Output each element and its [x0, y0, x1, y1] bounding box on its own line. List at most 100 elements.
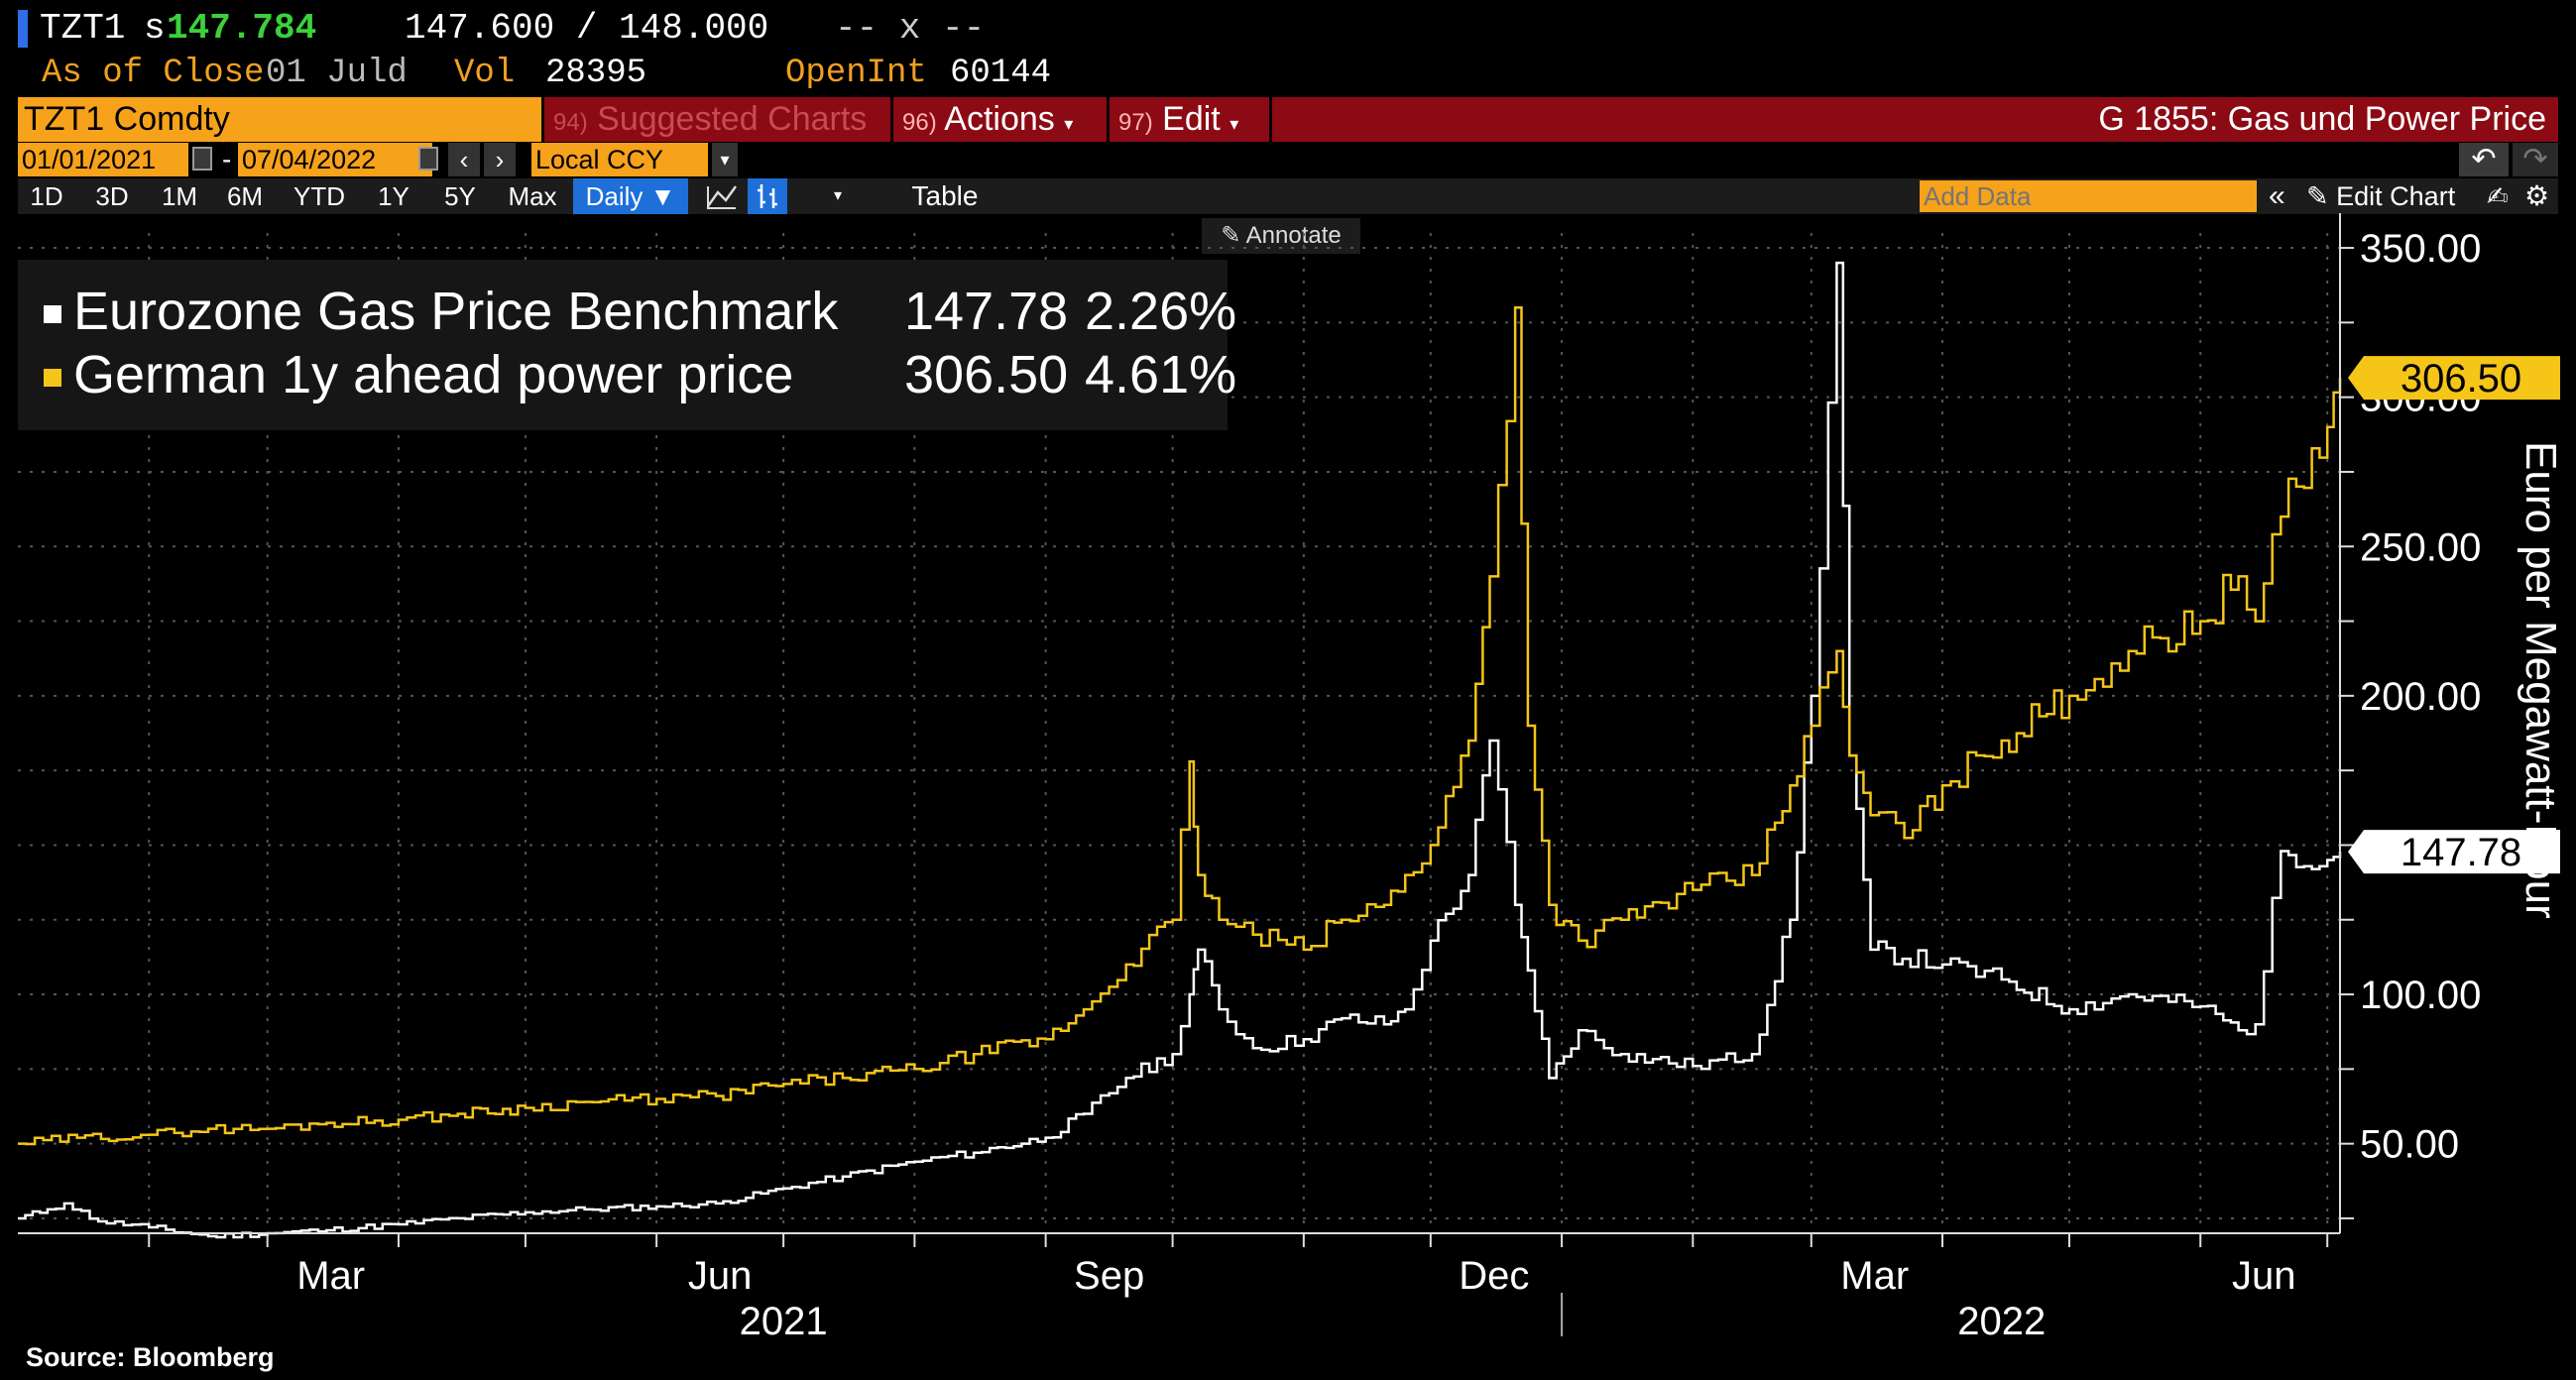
y-tick-label: 350.00 [2360, 227, 2481, 271]
legend-name: German 1y ahead power price [73, 345, 794, 404]
legend-entry-gas[interactable]: Eurozone Gas Price Benchmark 147.78 2.26… [44, 280, 1236, 343]
as-of-label: As of Close [42, 55, 265, 92]
end-date-field[interactable]: 07/04/2022 [238, 143, 432, 176]
range-1d-button[interactable]: 1D [30, 181, 63, 211]
x-year-label: 2022 [1957, 1300, 2046, 1343]
range-1m-button[interactable]: 1M [161, 181, 198, 211]
chevron-down-icon: ▾ [1064, 114, 1074, 134]
legend-entry-power[interactable]: German 1y ahead power price 306.50 4.61% [44, 343, 1236, 406]
open-interest-value: 60144 [950, 55, 1052, 92]
bid-ask-size: -- x -- [835, 8, 986, 49]
edit-menu-button[interactable]: 97) Edit ▾ [1118, 97, 1238, 142]
last-value-tag-bg [2348, 830, 2560, 874]
edit-chart-label: Edit Chart [2336, 181, 2456, 211]
range-max-button[interactable]: Max [508, 181, 557, 211]
last-price: 147.784 [167, 8, 317, 49]
edit-label: Edit [1162, 100, 1221, 138]
quote-details: As of Close 01 Juld Vol 28395 OpenInt 60… [0, 55, 2576, 140]
x-year-label: 2021 [740, 1300, 828, 1343]
gas-last-value-tag: 147.78 [2348, 830, 2560, 874]
chart-series [18, 261, 2342, 1239]
edit-num: 97) [1118, 109, 1153, 136]
chart-legend[interactable]: Eurozone Gas Price Benchmark 147.78 2.26… [18, 260, 1236, 430]
chart-toolbar: 1D 3D 1M 6M YTD 1Y 5Y Max Daily ▼ ▾ Tabl… [18, 178, 2558, 214]
security-field[interactable]: TZT1 Comdty [18, 97, 541, 142]
y-tick-label: 100.00 [2360, 974, 2481, 1017]
chart-axes: 50.00100.00150.00200.00250.00300.00350.0… [18, 213, 2565, 1343]
collapse-icon[interactable]: « [2269, 179, 2285, 212]
x-tick-label: Dec [1459, 1254, 1529, 1298]
gas-price-series [18, 261, 2342, 1239]
range-3d-button[interactable]: 3D [95, 181, 129, 211]
suggested-charts-label: Suggested Charts [597, 100, 868, 138]
x-tick-label: Jun [2232, 1254, 2296, 1298]
y-tick-label: 50.00 [2360, 1123, 2459, 1167]
gear-icon[interactable]: ⚙ [2524, 180, 2550, 211]
actions-menu-button[interactable]: 96) Actions ▾ [902, 97, 1073, 142]
chevron-down-icon[interactable]: ▾ [712, 143, 738, 176]
suggested-charts-button[interactable]: 94) Suggested Charts [553, 97, 867, 142]
currency-select[interactable]: Local CCY [531, 143, 708, 176]
x-tick-label: Mar [296, 1254, 365, 1298]
function-title: G 1855: Gas und Power Price [2098, 100, 2546, 138]
y-tick-label: 200.00 [2360, 675, 2481, 719]
power-last-value-tag: 306.50 [2348, 356, 2560, 401]
pencil-icon: ✎ [2306, 181, 2329, 211]
last-value-tag-label: 306.50 [2400, 357, 2521, 401]
legend-swatch [44, 305, 61, 323]
volume-label: Vol [454, 55, 516, 92]
legend-swatch [44, 369, 61, 387]
x-tick-label: Sep [1074, 1254, 1144, 1298]
as-of-value: 01 Juld [266, 55, 408, 92]
line-chart-icon[interactable] [702, 178, 742, 214]
bar-chart-icon[interactable] [748, 178, 787, 214]
actions-label: Actions [944, 100, 1055, 138]
x-tick-label: Mar [1840, 1254, 1909, 1298]
quote-bar: TZT1 s 147.784 147.600 / 148.000 -- x -- [0, 0, 2576, 58]
range-ytd-button[interactable]: YTD [293, 181, 345, 211]
redo-icon[interactable]: ↷ [2513, 143, 2558, 176]
x-tick-label: Jun [688, 1254, 753, 1298]
pencil-icon: ✎ [1221, 222, 1241, 249]
legend-name: Eurozone Gas Price Benchmark [73, 282, 839, 341]
legend-change: 2.26% [1085, 282, 1237, 341]
chevron-down-icon: ▾ [1229, 114, 1239, 134]
ticker-symbol[interactable]: TZT1 [40, 8, 126, 49]
open-interest-label: OpenInt [785, 55, 927, 92]
y-tick-label: 250.00 [2360, 525, 2481, 569]
undo-icon[interactable]: ↶ [2459, 143, 2509, 176]
ticker-marker [18, 10, 28, 48]
last-value-tag-bg [2348, 356, 2560, 401]
source-note: Source: Bloomberg [26, 1342, 275, 1372]
edit-chart-button[interactable]: ✎ Edit Chart [2306, 178, 2455, 214]
actions-num: 96) [902, 109, 937, 136]
start-date-field[interactable]: 01/01/2021 [18, 143, 188, 176]
add-data-input[interactable] [1920, 180, 2257, 212]
previous-period-button[interactable]: ‹ [448, 143, 480, 176]
date-separator: - [222, 144, 232, 174]
range-1y-button[interactable]: 1Y [378, 181, 410, 211]
next-period-button[interactable]: › [484, 143, 516, 176]
y-axis-title: Euro per Megawatt-Hour [2517, 441, 2565, 919]
calendar-icon[interactable] [418, 147, 438, 171]
legend-value: 147.78 [904, 282, 1069, 341]
last-price-prefix: s [144, 8, 166, 49]
annotate-label: Annotate [1245, 222, 1342, 249]
last-value-tag-label: 147.78 [2400, 831, 2521, 874]
chevron-down-icon[interactable]: ▾ [833, 187, 843, 204]
menu-bar: TZT1 Comdty 94) Suggested Charts 96) Act… [18, 97, 2558, 142]
legend-change: 4.61% [1085, 345, 1237, 404]
bid-ask: 147.600 / 148.000 [405, 8, 769, 49]
date-range-bar: 01/01/2021 - 07/04/2022 ‹ › Local CCY ▾ … [18, 143, 2558, 176]
table-button[interactable]: Table [911, 180, 979, 211]
legend-value: 306.50 [904, 345, 1069, 404]
calendar-icon[interactable] [192, 147, 212, 171]
edit-layout-icon[interactable]: ✍ [2487, 181, 2509, 211]
power-price-series [18, 306, 2342, 1146]
range-5y-button[interactable]: 5Y [444, 181, 476, 211]
suggested-charts-num: 94) [553, 109, 588, 136]
range-6m-button[interactable]: 6M [226, 181, 264, 211]
volume-value: 28395 [545, 55, 647, 92]
frequency-select[interactable]: Daily ▼ [573, 178, 688, 214]
